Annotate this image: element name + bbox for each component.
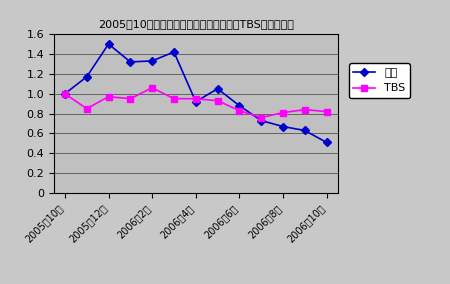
TBS xyxy=(62,92,68,95)
TBS xyxy=(193,97,198,101)
楽天 xyxy=(215,87,220,90)
楽天 xyxy=(280,125,286,128)
楽天 xyxy=(84,75,90,78)
Line: 楽天: 楽天 xyxy=(62,41,329,145)
TBS xyxy=(280,111,286,114)
TBS xyxy=(171,97,177,101)
楽天 xyxy=(149,59,155,63)
楽天 xyxy=(128,60,133,64)
Title: 2005年10月末日株価を基準にした楽天とTBSの株価動向: 2005年10月末日株価を基準にした楽天とTBSの株価動向 xyxy=(98,19,294,29)
楽天 xyxy=(62,92,68,95)
楽天 xyxy=(237,104,242,107)
TBS xyxy=(258,116,264,119)
TBS xyxy=(237,109,242,112)
楽天 xyxy=(171,50,177,54)
TBS xyxy=(324,110,329,113)
楽天 xyxy=(193,100,198,103)
TBS xyxy=(106,95,111,99)
TBS xyxy=(84,107,90,110)
楽天 xyxy=(302,129,307,132)
楽天 xyxy=(258,119,264,122)
楽天 xyxy=(106,42,111,46)
TBS xyxy=(215,99,220,102)
Legend: 楽天, TBS: 楽天, TBS xyxy=(349,64,410,98)
TBS xyxy=(149,86,155,89)
TBS xyxy=(302,108,307,111)
Line: TBS: TBS xyxy=(62,85,329,120)
楽天 xyxy=(324,141,329,144)
TBS xyxy=(128,97,133,101)
